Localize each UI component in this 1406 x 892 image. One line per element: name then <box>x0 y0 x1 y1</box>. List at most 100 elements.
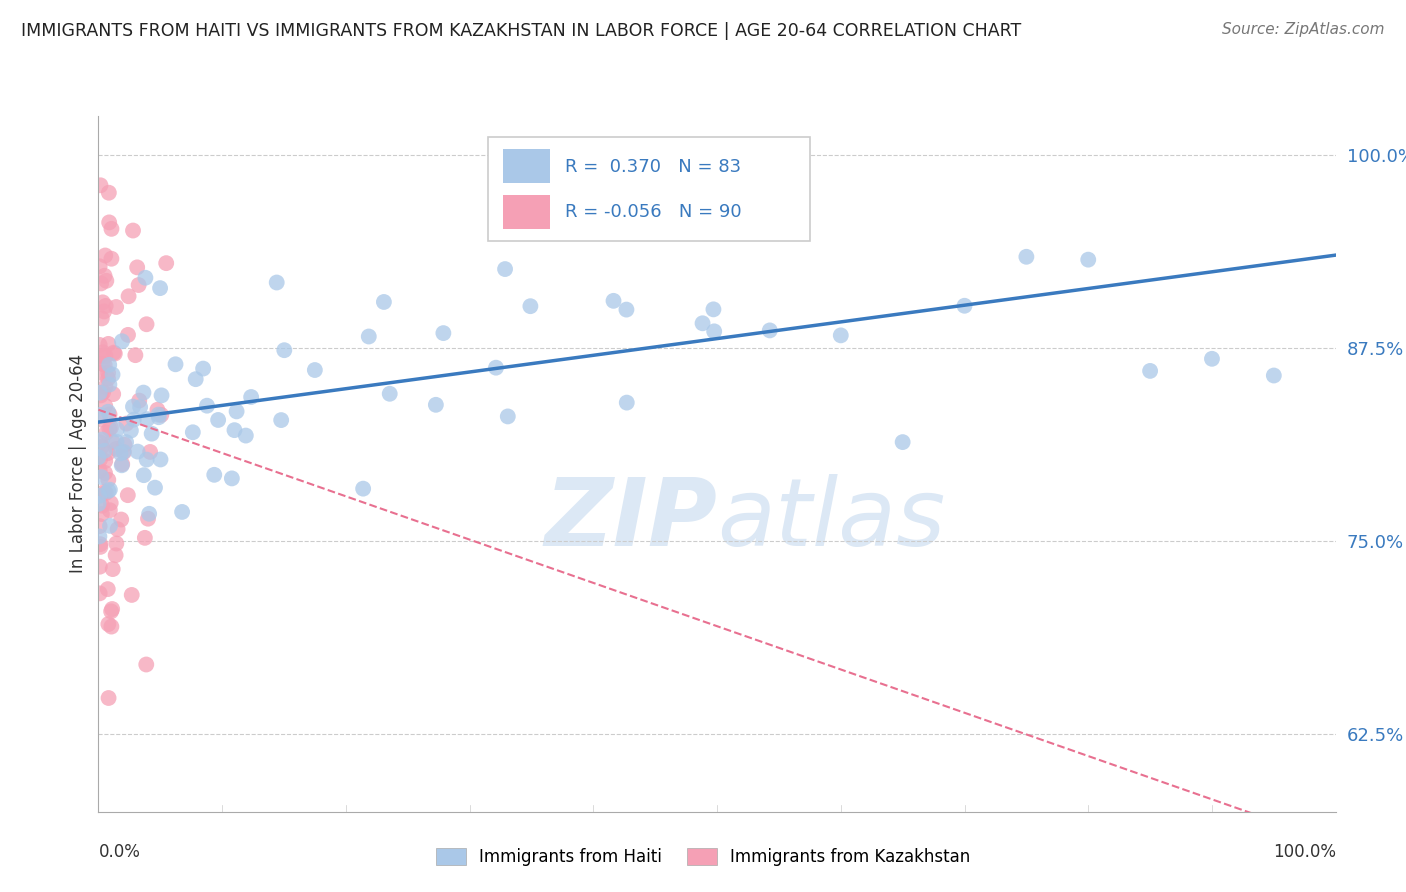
Point <box>97 691 120 706</box>
Point <box>352 482 374 496</box>
Point <box>96 425 118 440</box>
Point <box>132 468 155 483</box>
Point <box>702 302 724 317</box>
Point <box>94 466 117 480</box>
Point <box>93 268 115 283</box>
Point <box>240 390 263 404</box>
Point <box>128 393 150 408</box>
Point <box>91 345 114 359</box>
Point <box>89 452 111 467</box>
Legend: Immigrants from Haiti, Immigrants from Kazakhstan: Immigrants from Haiti, Immigrants from K… <box>427 840 979 875</box>
Point <box>97 371 120 385</box>
Point <box>100 252 122 266</box>
Point <box>122 412 145 426</box>
Point <box>117 289 139 303</box>
Point <box>110 512 132 526</box>
Point <box>357 329 380 343</box>
Point <box>1077 252 1099 267</box>
Point <box>148 408 170 422</box>
Point <box>135 318 157 332</box>
Point <box>93 358 115 372</box>
Point <box>107 522 129 536</box>
Point <box>953 299 976 313</box>
Point <box>121 588 143 602</box>
Text: 100.0%: 100.0% <box>1272 843 1336 861</box>
Point <box>89 519 111 533</box>
Point <box>114 438 136 452</box>
Point <box>91 385 114 400</box>
Point <box>89 408 111 422</box>
Point <box>94 248 117 262</box>
Point <box>602 293 624 308</box>
Point <box>132 385 155 400</box>
Point <box>485 360 508 375</box>
Point <box>98 422 121 436</box>
Point <box>100 420 122 434</box>
Point <box>758 323 780 337</box>
Point <box>148 410 170 425</box>
FancyBboxPatch shape <box>503 195 550 228</box>
Point <box>225 404 247 418</box>
Point <box>105 536 128 550</box>
Point <box>97 582 120 596</box>
Point <box>94 299 117 313</box>
Point <box>117 488 139 502</box>
Point <box>90 277 112 291</box>
Point <box>94 349 117 363</box>
Point <box>184 372 207 386</box>
Point <box>100 496 122 510</box>
Point <box>96 274 118 288</box>
Point <box>149 452 172 467</box>
FancyBboxPatch shape <box>503 149 550 183</box>
Point <box>97 405 120 419</box>
Point <box>141 426 163 441</box>
Point <box>135 452 157 467</box>
Point <box>124 348 146 362</box>
Point <box>122 400 145 414</box>
Point <box>89 537 111 551</box>
Point <box>89 586 111 600</box>
Point <box>98 483 121 497</box>
Point <box>150 408 173 422</box>
Point <box>378 386 401 401</box>
Point <box>136 412 159 426</box>
Y-axis label: In Labor Force | Age 20-64: In Labor Force | Age 20-64 <box>69 354 87 574</box>
Point <box>616 302 638 317</box>
Point <box>146 402 169 417</box>
Point <box>134 270 156 285</box>
Point <box>105 422 128 436</box>
Point <box>89 540 111 554</box>
Point <box>89 338 111 352</box>
Point <box>1015 250 1038 264</box>
Point <box>304 363 326 377</box>
Point <box>616 395 638 409</box>
Point <box>165 357 187 371</box>
Text: Source: ZipAtlas.com: Source: ZipAtlas.com <box>1222 22 1385 37</box>
Point <box>90 311 112 326</box>
Point <box>89 349 111 363</box>
Point <box>112 445 135 459</box>
Point <box>94 399 117 413</box>
Point <box>110 446 132 460</box>
Point <box>1139 364 1161 378</box>
Point <box>94 379 117 393</box>
Point <box>94 454 117 468</box>
Point <box>87 497 110 511</box>
Point <box>93 443 115 458</box>
Point <box>100 222 122 236</box>
Point <box>150 388 173 402</box>
Point <box>128 278 150 293</box>
Point <box>112 445 135 459</box>
Text: ZIP: ZIP <box>544 474 717 566</box>
Point <box>115 417 138 431</box>
Point <box>103 345 125 359</box>
Point <box>97 446 120 460</box>
Point <box>89 260 111 274</box>
Point <box>89 464 111 478</box>
Point <box>120 424 142 438</box>
Text: atlas: atlas <box>717 474 945 565</box>
Point <box>129 400 152 414</box>
Point <box>172 505 194 519</box>
Point <box>127 444 149 458</box>
Point <box>101 562 124 576</box>
